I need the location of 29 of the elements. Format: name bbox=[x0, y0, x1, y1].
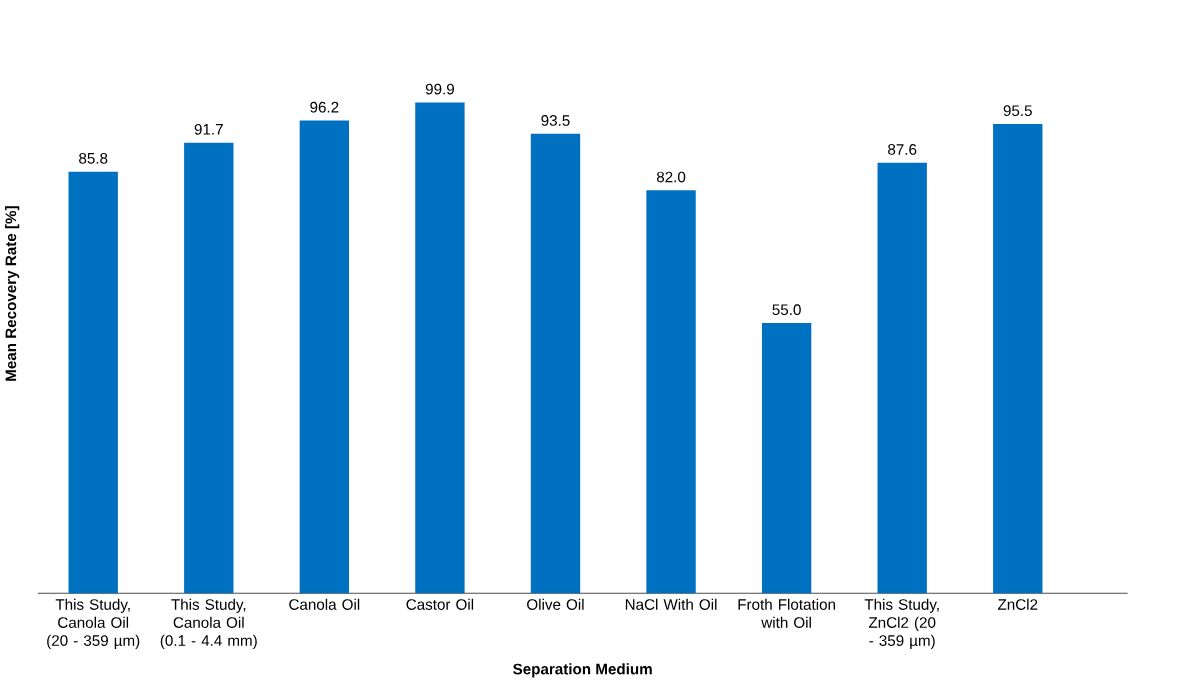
data-label: 91.7 bbox=[194, 124, 223, 135]
data-label: 93.5 bbox=[541, 115, 570, 126]
bar bbox=[761, 323, 812, 594]
bar bbox=[415, 102, 465, 594]
x-tick-label: NaCl With Oil bbox=[625, 598, 717, 610]
x-tick-label: This Study, Canola Oil (20 - 359 µm) bbox=[47, 598, 140, 650]
bar bbox=[184, 142, 234, 594]
x-tick-label: Froth Flotation with Oil bbox=[738, 598, 836, 628]
bar bbox=[68, 171, 118, 594]
bar bbox=[646, 190, 696, 594]
x-tick-label: This Study, ZnCl2 (20 - 359 µm) bbox=[864, 598, 939, 650]
data-label: 55.0 bbox=[772, 304, 801, 316]
bar bbox=[993, 124, 1043, 594]
x-tick-label: Castor Oil bbox=[406, 598, 474, 610]
data-label: 99.9 bbox=[425, 83, 454, 95]
data-label: 82.0 bbox=[656, 171, 686, 183]
x-axis-title: Separation Medium bbox=[513, 663, 652, 678]
x-tick-label: This Study, Canola Oil (0.1 - 4.4 mm) bbox=[160, 598, 257, 650]
bar bbox=[299, 120, 350, 594]
data-label: 96.2 bbox=[310, 101, 339, 113]
bar bbox=[530, 133, 581, 594]
x-tick-label: Olive Oil bbox=[527, 598, 584, 610]
data-label: 85.8 bbox=[79, 153, 108, 164]
data-label: 87.6 bbox=[888, 144, 917, 155]
data-label: 95.5 bbox=[1003, 105, 1032, 117]
x-tick-label: ZnCl2 bbox=[997, 598, 1038, 610]
y-axis-title: Mean Recovery Rate [%] bbox=[5, 206, 20, 381]
bar bbox=[877, 162, 927, 594]
x-tick-label: Canola Oil bbox=[289, 598, 360, 610]
